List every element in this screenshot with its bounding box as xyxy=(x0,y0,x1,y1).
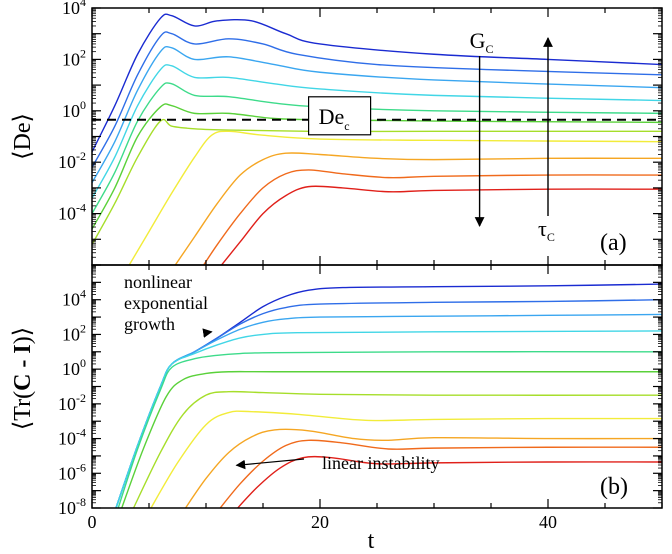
series-line-9 xyxy=(174,152,662,265)
panel-a-chart: Dec GC τC 10-4 10-2 100 102 104 ⟨De⟩ (a) xyxy=(10,0,663,266)
series-line-7 xyxy=(92,118,662,245)
annotation-arrow-2 xyxy=(235,458,305,470)
annotation-arrow-1 xyxy=(202,328,213,338)
panel-b-frame xyxy=(91,264,663,509)
x-tick-label: 0 xyxy=(88,512,97,532)
threshold-label: Dec xyxy=(319,104,350,133)
series-line-11 xyxy=(220,185,662,265)
arrow-label-1: GC xyxy=(470,28,494,56)
series-line-10 xyxy=(219,439,662,508)
panel-a-tag: (a) xyxy=(600,230,627,256)
panel-a-y-axis-label: ⟨De⟩ xyxy=(10,113,36,160)
panel-b-chart: nonlinear exponential growth linear instabi… xyxy=(10,264,663,554)
y-tick-label: 10-2 xyxy=(58,391,86,414)
series-line-9 xyxy=(184,428,662,508)
series-line-2 xyxy=(92,31,662,168)
series-line-6 xyxy=(92,103,662,230)
y-tick-label: 104 xyxy=(62,287,86,310)
x-tick-label: 20 xyxy=(311,512,329,532)
series-line-3 xyxy=(92,45,662,184)
panel-a-arrows: GC τC xyxy=(470,28,555,244)
annotation-linear-instability: linear instability xyxy=(322,453,439,473)
series-line-5 xyxy=(92,82,662,214)
series-line-4 xyxy=(115,330,662,508)
y-tick-label: 10-4 xyxy=(58,426,86,449)
panel-b-curves xyxy=(115,283,662,508)
series-line-1 xyxy=(115,283,662,508)
y-tick-label: 102 xyxy=(62,46,86,69)
x-tick-label: 40 xyxy=(539,512,557,532)
series-line-10 xyxy=(202,169,662,265)
panel-a-curves xyxy=(92,13,662,265)
panel-a-frame xyxy=(91,7,663,266)
x-axis-label: t xyxy=(368,528,375,554)
threshold-label-box: Dec xyxy=(308,96,372,136)
annotation-nonlinear-growth: nonlinear exponential growth xyxy=(124,272,208,334)
series-line-5 xyxy=(117,351,662,508)
panel-b-y-axis-label: ⟨Tr(C - I)⟩ xyxy=(10,327,36,430)
series-line-1 xyxy=(92,13,662,153)
y-tick-label: 10-6 xyxy=(58,460,86,483)
series-line-3 xyxy=(115,313,662,508)
y-tick-label: 10-8 xyxy=(58,495,86,518)
panel-b-annotations: nonlinear exponential growth linear instabi… xyxy=(124,272,439,473)
y-tick-label: 10-4 xyxy=(58,201,86,224)
series-line-11 xyxy=(236,455,662,508)
y-tick-label: 100 xyxy=(62,356,86,379)
series-line-7 xyxy=(132,390,662,508)
series-line-8 xyxy=(128,130,662,265)
series-line-8 xyxy=(150,410,662,508)
arrow-label-2: τC xyxy=(538,216,555,244)
y-tick-label: 102 xyxy=(62,321,86,344)
series-line-4 xyxy=(92,64,662,199)
series-line-6 xyxy=(121,370,662,508)
y-tick-label: 100 xyxy=(62,98,86,121)
panel-b-tag: (b) xyxy=(600,474,628,500)
y-tick-label: 104 xyxy=(62,0,86,18)
y-tick-label: 10-2 xyxy=(58,149,86,172)
